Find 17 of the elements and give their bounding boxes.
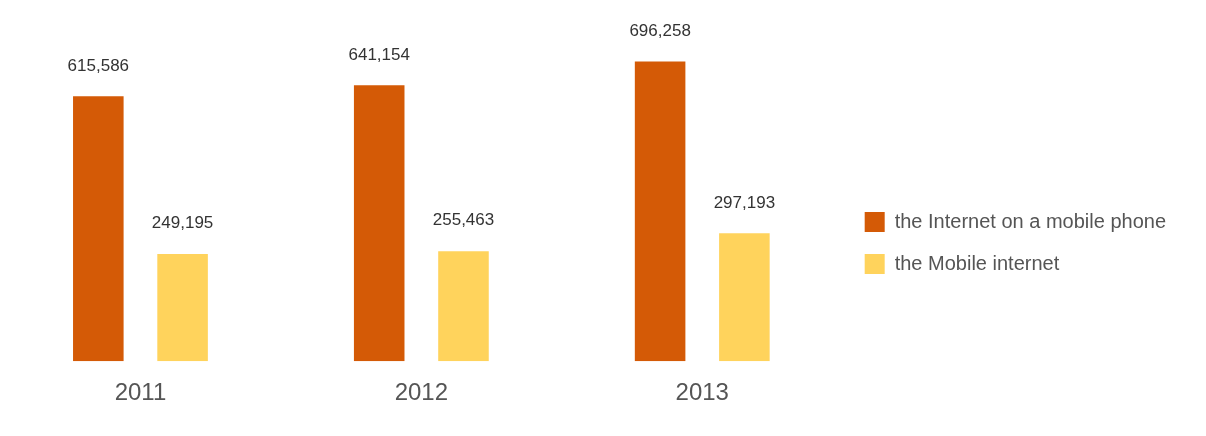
bar — [634, 61, 686, 362]
data-label: 297,193 — [713, 192, 776, 212]
bar — [157, 253, 208, 362]
bar — [73, 96, 124, 362]
legend-label: the Mobile internet — [894, 251, 1060, 274]
data-label: 641,154 — [348, 44, 410, 64]
x-tick-label: 2012 — [394, 378, 449, 406]
data-label: 249,195 — [151, 213, 214, 233]
data-label: 696,258 — [629, 20, 691, 40]
data-label: 615,586 — [67, 55, 130, 75]
bar — [353, 85, 405, 362]
bar — [719, 233, 770, 362]
bar — [438, 251, 489, 362]
data-label: 255,463 — [432, 210, 495, 230]
x-tick-label: 2013 — [675, 378, 729, 406]
x-tick-label: 2011 — [114, 378, 167, 406]
legend-label: the Internet on a mobile phone — [894, 209, 1166, 232]
